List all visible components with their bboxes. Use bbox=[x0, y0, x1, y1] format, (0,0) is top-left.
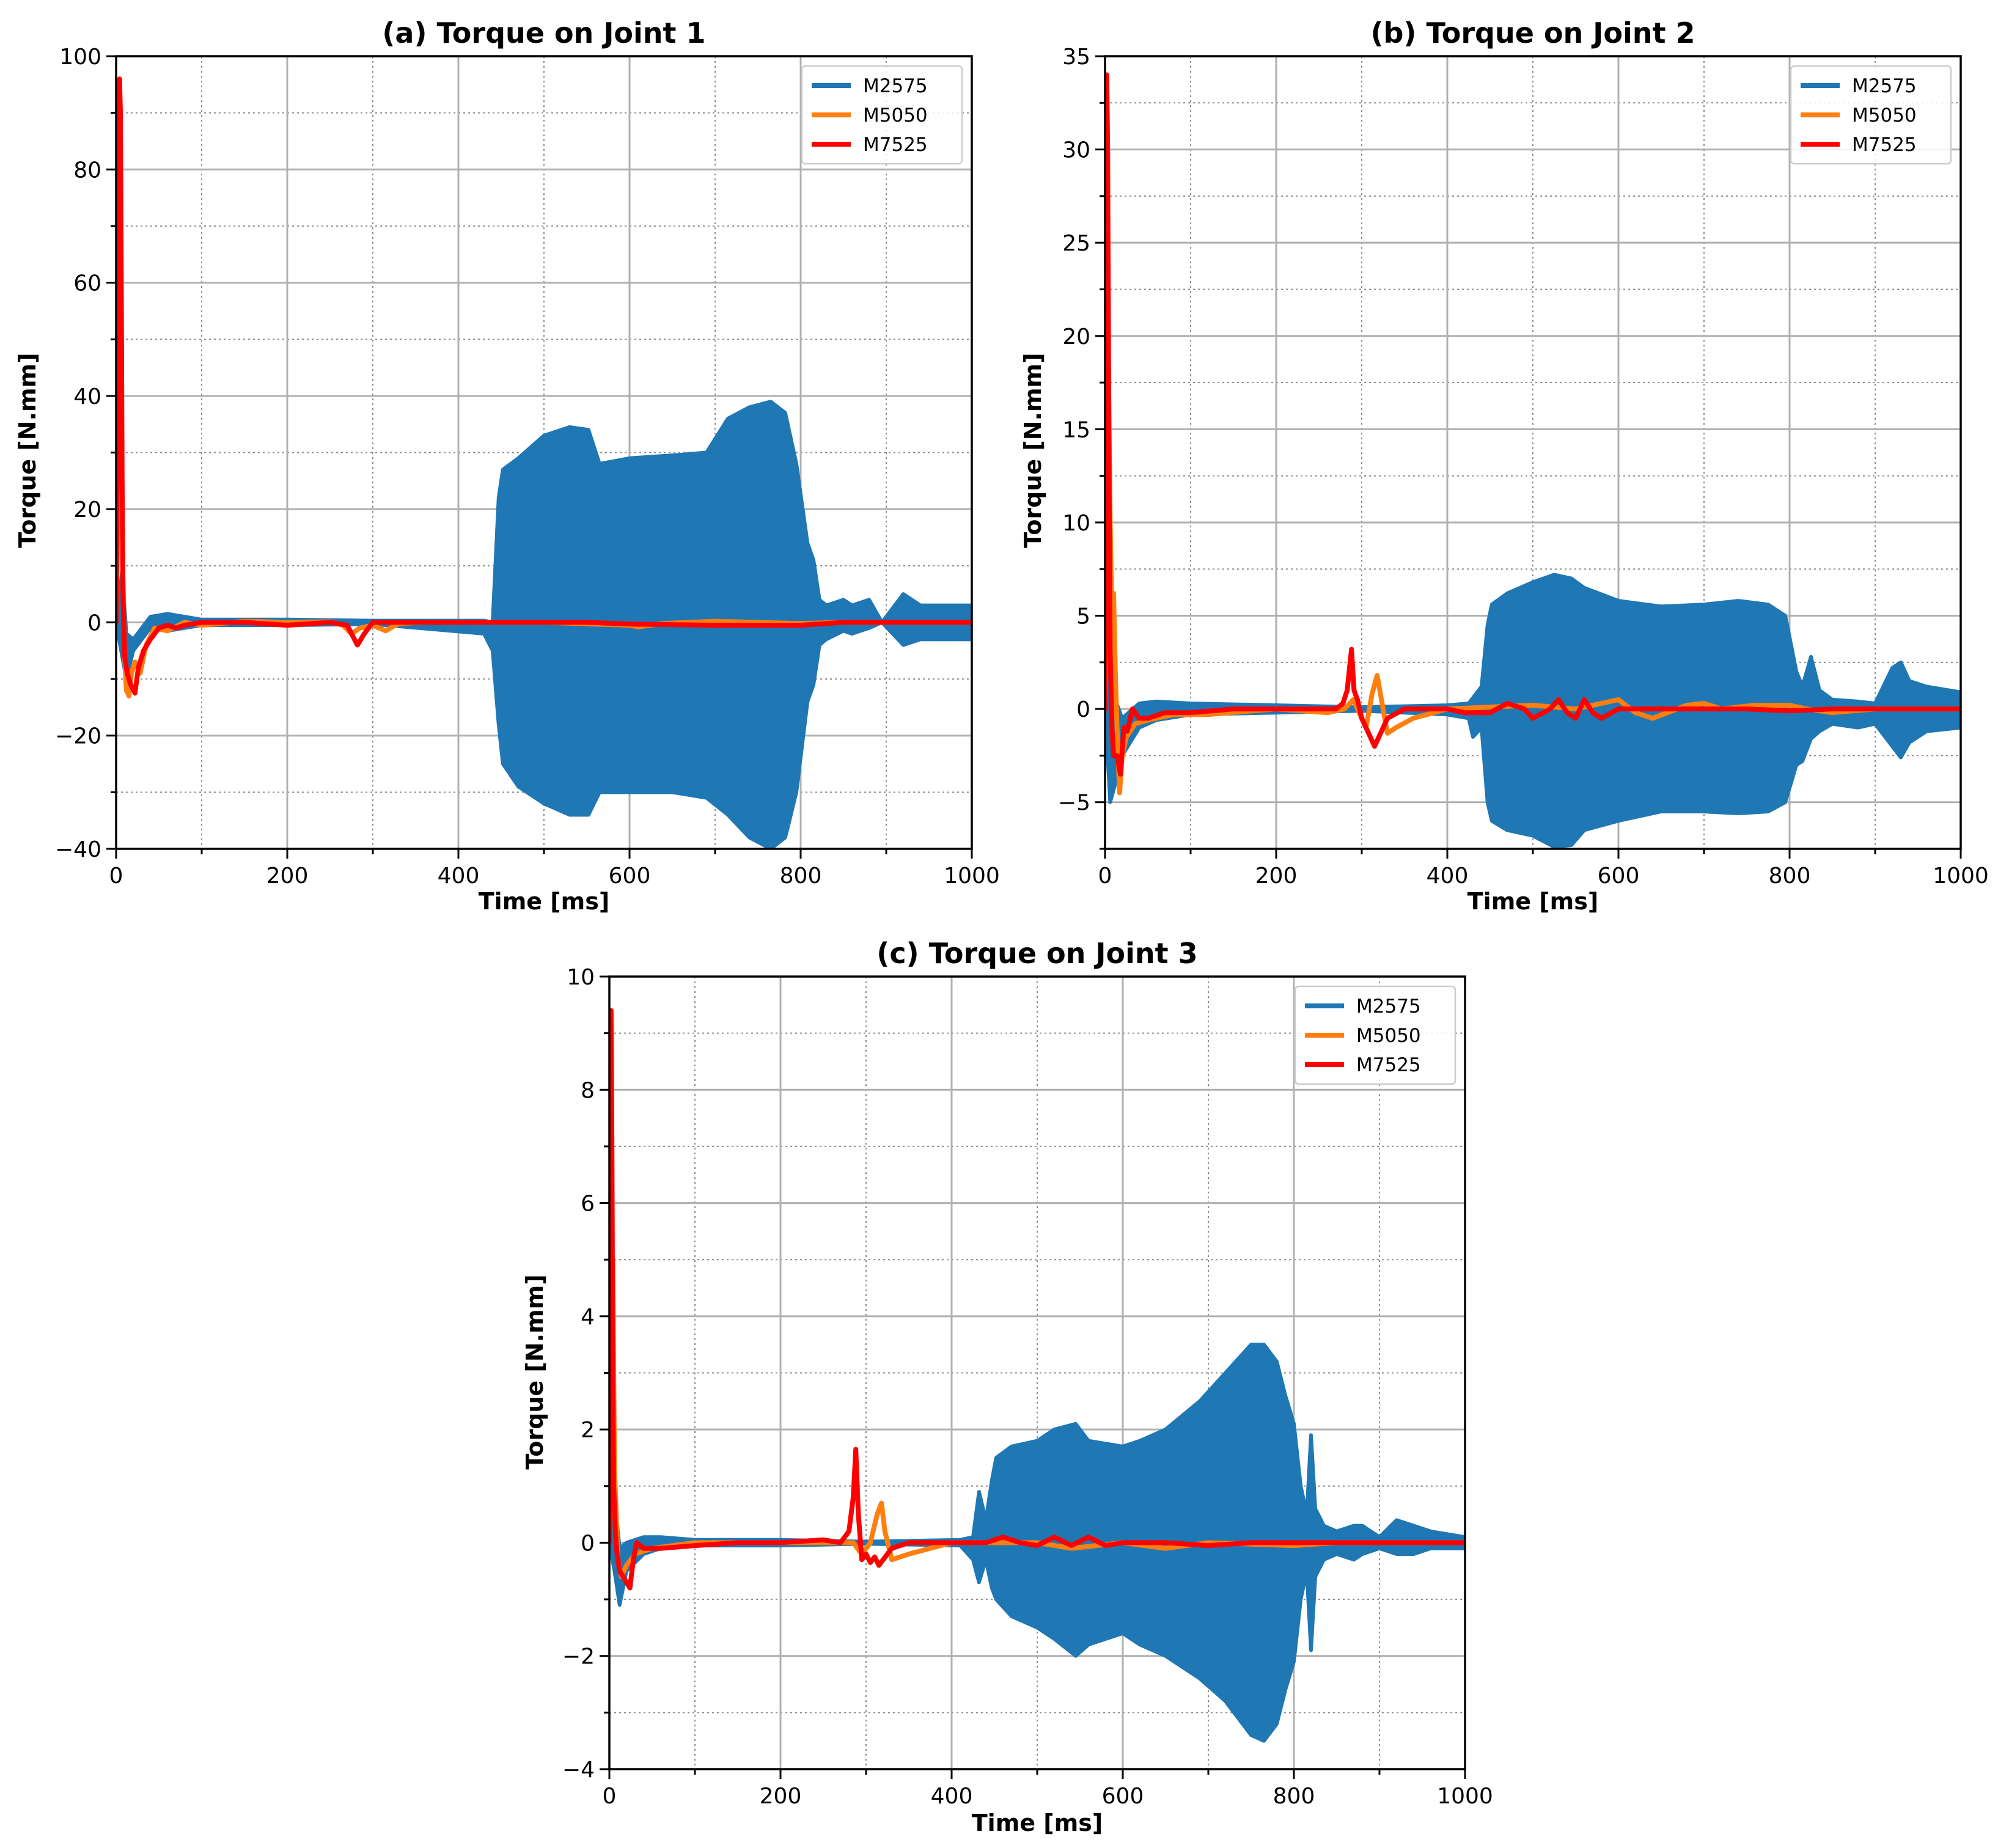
series-m7525-line bbox=[1105, 72, 1961, 777]
y-tick-label: −40 bbox=[55, 837, 101, 862]
y-tick-label: −5 bbox=[1058, 791, 1090, 816]
grid bbox=[608, 975, 1466, 1770]
x-tick-label: 800 bbox=[1273, 1784, 1315, 1809]
x-tick-label: 400 bbox=[1427, 864, 1469, 889]
y-tick-label: 10 bbox=[1062, 511, 1090, 536]
y-tick-label: 0 bbox=[87, 610, 101, 636]
y-tick-label: 8 bbox=[581, 1078, 595, 1103]
subplot-a: (a) Torque on Joint 1 Time [ms] Torque [… bbox=[14, 16, 1000, 915]
legend: M2575 M5050 M7525 bbox=[1790, 65, 1952, 165]
y-tick-label: 10 bbox=[567, 965, 595, 990]
x-axis-label: Time [ms] bbox=[479, 888, 610, 915]
x-tick-label: 800 bbox=[780, 864, 822, 889]
legend-label-m2575: M2575 bbox=[1852, 75, 1917, 97]
y-tick-label: −2 bbox=[562, 1645, 595, 1670]
series-m7525-line bbox=[116, 76, 972, 696]
y-tick-label: 5 bbox=[1076, 604, 1090, 629]
y-tick-label: 0 bbox=[1076, 697, 1090, 722]
ticks: 0 200 400 600 800 1000 −4 −2 0 2 4 6 8 10 bbox=[562, 965, 1493, 1809]
legend-label-m5050: M5050 bbox=[1356, 1025, 1421, 1047]
legend-label-m2575: M2575 bbox=[863, 75, 928, 97]
y-tick-label: 2 bbox=[581, 1418, 595, 1443]
chart-title: (c) Torque on Joint 3 bbox=[876, 937, 1197, 970]
y-tick-label: 100 bbox=[59, 45, 101, 70]
y-axis-label: Torque [N.mm] bbox=[521, 1274, 548, 1469]
legend-frame bbox=[1790, 65, 1952, 165]
x-tick-label: 200 bbox=[1255, 864, 1298, 889]
chart-title: (b) Torque on Joint 2 bbox=[1370, 16, 1695, 50]
legend-label-m5050: M5050 bbox=[1852, 105, 1917, 127]
y-tick-label: 6 bbox=[581, 1192, 595, 1217]
legend-label-m7525: M7525 bbox=[863, 134, 928, 156]
x-tick-label: 0 bbox=[109, 864, 123, 889]
legend-frame bbox=[801, 65, 963, 165]
y-tick-label: 4 bbox=[581, 1305, 595, 1330]
x-tick-label: 800 bbox=[1769, 864, 1811, 889]
y-tick-label: 0 bbox=[581, 1531, 595, 1556]
subplot-b: (b) Torque on Joint 2 Time [ms] Torque [… bbox=[1019, 16, 1989, 915]
y-axis-label: Torque [N.mm] bbox=[14, 353, 41, 548]
x-tick-label: 400 bbox=[931, 1784, 973, 1809]
y-tick-label: 80 bbox=[73, 158, 101, 183]
y-tick-label: −20 bbox=[55, 724, 101, 749]
x-tick-label: 1000 bbox=[1437, 1784, 1493, 1809]
x-tick-label: 0 bbox=[1098, 864, 1112, 889]
x-tick-label: 200 bbox=[760, 1784, 802, 1809]
x-tick-label: 1000 bbox=[944, 864, 1000, 889]
y-tick-label: 20 bbox=[1062, 324, 1090, 350]
series-layer bbox=[1105, 72, 1961, 849]
legend-label-m7525: M7525 bbox=[1356, 1054, 1421, 1076]
x-tick-label: 200 bbox=[266, 864, 309, 889]
series-m2575-band bbox=[1105, 573, 1961, 849]
x-tick-label: 0 bbox=[603, 1784, 617, 1809]
series-m7525-line bbox=[609, 1008, 1465, 1591]
y-tick-label: 40 bbox=[73, 384, 101, 409]
y-tick-label: 35 bbox=[1062, 45, 1090, 70]
y-tick-label: 15 bbox=[1062, 417, 1090, 442]
y-tick-label: 25 bbox=[1062, 231, 1090, 256]
legend: M2575 M5050 M7525 bbox=[801, 65, 963, 165]
x-tick-label: 600 bbox=[609, 864, 651, 889]
y-axis-label: Torque [N.mm] bbox=[1019, 353, 1046, 548]
y-tick-label: 60 bbox=[73, 271, 101, 296]
subplot-c: (c) Torque on Joint 3 Time [ms] Torque [… bbox=[521, 937, 1493, 1836]
x-tick-label: 1000 bbox=[1933, 864, 1989, 889]
series-layer bbox=[116, 76, 972, 849]
series-m2575-band bbox=[116, 400, 972, 849]
legend-frame bbox=[1294, 985, 1456, 1085]
x-axis-label: Time [ms] bbox=[1467, 888, 1599, 915]
y-tick-label: 20 bbox=[73, 497, 101, 522]
x-tick-label: 600 bbox=[1598, 864, 1640, 889]
chart-title: (a) Torque on Joint 1 bbox=[382, 16, 705, 50]
legend-label-m7525: M7525 bbox=[1852, 134, 1917, 156]
ticks: 0 200 400 600 800 1000 −5 0 5 10 15 20 25 30 35 bbox=[1058, 45, 1989, 889]
x-axis-label: Time [ms] bbox=[972, 1810, 1103, 1836]
legend-label-m2575: M2575 bbox=[1356, 996, 1421, 1018]
y-tick-label: 30 bbox=[1062, 138, 1090, 163]
series-m5050-line bbox=[1105, 370, 1961, 796]
legend: M2575 M5050 M7525 bbox=[1294, 985, 1456, 1085]
series-layer bbox=[609, 1008, 1465, 1743]
y-tick-label: −4 bbox=[562, 1758, 595, 1783]
x-tick-label: 600 bbox=[1102, 1784, 1144, 1809]
legend-label-m5050: M5050 bbox=[863, 105, 928, 127]
ticks: 0 200 400 600 800 1000 −40 −20 0 20 40 60 80 100 bbox=[55, 45, 1000, 889]
x-tick-label: 400 bbox=[438, 864, 480, 889]
